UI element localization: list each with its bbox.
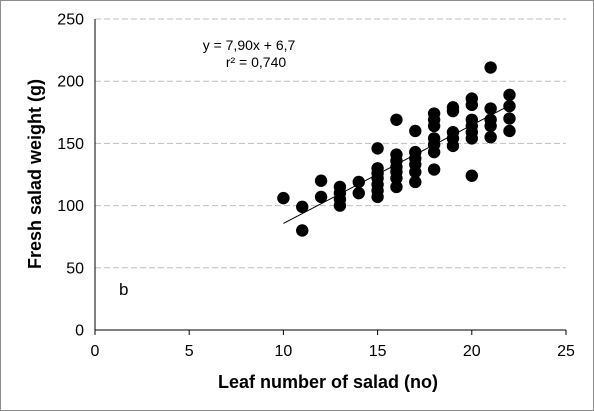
data-point xyxy=(484,102,497,115)
data-point xyxy=(465,132,478,145)
y-tick-labels: 0 50 100 150 200 250 xyxy=(57,12,84,340)
data-point xyxy=(390,180,403,194)
data-point xyxy=(427,119,441,133)
data-point xyxy=(314,174,328,187)
x-tick-label: 10 xyxy=(275,343,293,360)
data-point xyxy=(409,165,422,179)
data-point xyxy=(277,191,290,205)
data-point xyxy=(484,130,497,144)
data-point xyxy=(503,99,516,113)
panel-label: b xyxy=(119,280,128,299)
x-tick-label: 15 xyxy=(369,343,387,360)
data-point xyxy=(446,139,460,153)
data-point xyxy=(371,142,384,155)
x-axis-title: Leaf number of salad (no) xyxy=(218,372,438,392)
data-point xyxy=(484,119,497,133)
x-tick-label: 0 xyxy=(91,343,100,360)
data-point xyxy=(503,124,516,138)
y-tick-label: 250 xyxy=(57,12,84,29)
x-tick-labels: 0 5 10 15 20 25 xyxy=(91,343,575,360)
y-tick-label: 0 xyxy=(75,323,84,340)
y-tick-label: 200 xyxy=(57,74,84,91)
data-point xyxy=(465,169,478,182)
regression-equation: y = 7,90x + 6,7 xyxy=(203,37,296,53)
data-point xyxy=(390,172,403,185)
gridlines xyxy=(95,18,566,269)
data-point xyxy=(409,175,422,189)
data-point xyxy=(371,190,384,204)
x-tick-label: 25 xyxy=(557,343,575,360)
y-tick-label: 100 xyxy=(57,198,84,215)
x-tick-label: 5 xyxy=(185,343,194,360)
data-point xyxy=(352,175,365,189)
data-point xyxy=(503,88,516,102)
data-point xyxy=(503,112,516,125)
y-tick-label: 150 xyxy=(57,136,84,153)
data-point xyxy=(427,163,441,176)
data-point xyxy=(333,199,347,212)
axes xyxy=(94,19,567,335)
data-point xyxy=(409,124,422,138)
data-point xyxy=(390,113,403,126)
data-point xyxy=(427,145,441,159)
data-point xyxy=(296,200,309,214)
data-points xyxy=(277,61,516,237)
x-tick-label: 20 xyxy=(463,343,481,360)
y-tick-label: 50 xyxy=(66,260,84,277)
data-point xyxy=(314,190,328,204)
data-point xyxy=(484,61,497,74)
r-squared-label: r² = 0,740 xyxy=(226,54,287,70)
data-point xyxy=(352,186,365,200)
y-axis-title: Fresh salad weight (g) xyxy=(25,79,45,269)
data-point xyxy=(296,224,309,237)
data-point xyxy=(465,98,478,112)
data-point xyxy=(446,104,460,118)
